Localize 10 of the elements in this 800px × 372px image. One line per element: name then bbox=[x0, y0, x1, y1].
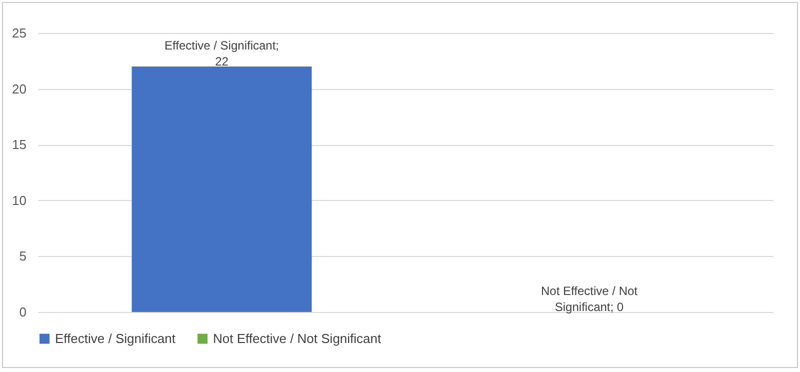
legend-label: Effective / Significant bbox=[55, 330, 176, 346]
y-tick-label: 15 bbox=[12, 137, 26, 152]
y-tick-label: 10 bbox=[12, 192, 26, 208]
data-label: Not Effective / Not Significant; 0 bbox=[541, 284, 638, 314]
legend-label: Not Effective / Not Significant bbox=[213, 330, 382, 346]
y-tick-label: 25 bbox=[12, 26, 26, 40]
y-tick-label: 5 bbox=[19, 248, 26, 264]
data-label: Effective / Significant; 22 bbox=[164, 38, 280, 68]
y-tick-label: 20 bbox=[12, 81, 26, 96]
y-tick-label: 0 bbox=[19, 304, 26, 320]
